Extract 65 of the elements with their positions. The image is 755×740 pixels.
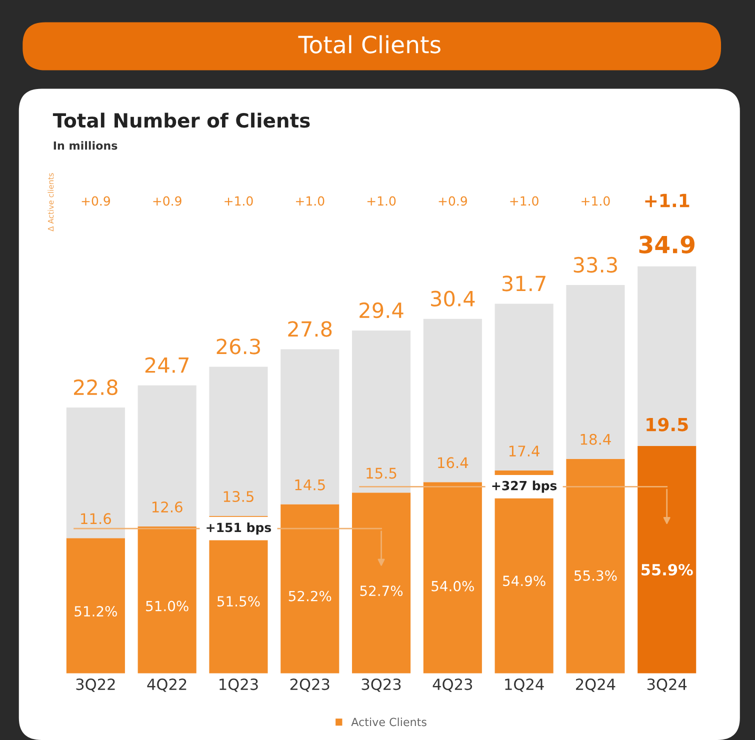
annotation: +151 bps [206, 522, 272, 535]
chart-title: Total Clients [298, 35, 440, 54]
text: +0.9 [82, 196, 110, 206]
data-label: 11.6 [81, 513, 112, 524]
total-label: 31.7 [502, 276, 546, 292]
bar [352, 492, 411, 674]
total-label: 26.3 [216, 338, 260, 354]
annotation: 52.2% [288, 590, 332, 602]
text: +1.1 [645, 194, 690, 208]
x-tick-label: 3Q22 [76, 678, 115, 692]
data-label: 12.6 [152, 501, 182, 513]
x-tick-label: 1Q23 [220, 678, 258, 692]
x-tick-label: 2Q24 [576, 678, 616, 692]
x-tick-label: 2Q23 [290, 678, 330, 692]
total-label: 22.8 [74, 379, 118, 396]
x-tick-label: 4Q23 [432, 678, 472, 692]
total-label: 27.8 [288, 321, 332, 337]
annotation: 55.9% [642, 564, 693, 576]
text: +1.0 [582, 196, 610, 206]
total-label: 24.7 [145, 357, 188, 373]
annotation: +327 bps [492, 480, 557, 493]
annotation: 55.3% [574, 570, 617, 581]
data-label: 19.5 [646, 418, 688, 432]
bar [566, 458, 625, 674]
bar [638, 266, 696, 446]
x-tick-label: 3Q23 [362, 678, 401, 692]
text: +1.0 [296, 196, 324, 206]
bar [423, 482, 482, 674]
data-label: 16.4 [438, 457, 468, 468]
total-label: 34.9 [639, 236, 694, 254]
text: +1.0 [367, 196, 396, 206]
annotation: 52.7% [360, 586, 403, 596]
data-label: 17.4 [509, 446, 540, 456]
text: +0.9 [438, 196, 467, 206]
bar [66, 408, 125, 538]
bar [638, 446, 696, 674]
data-label: 18.4 [580, 434, 611, 445]
bar [280, 349, 340, 504]
bar [566, 285, 625, 459]
total-label: 30.4 [431, 290, 475, 307]
bar [138, 526, 196, 674]
text: +1.0 [510, 196, 538, 206]
bar [352, 330, 411, 493]
annotation: 54.0% [432, 580, 474, 592]
total-label: 33.3 [574, 256, 617, 273]
annotation: 51.5% [217, 596, 260, 607]
annotation: 51.2% [74, 606, 117, 617]
bar [423, 318, 482, 482]
legend-label: Active Clients [351, 718, 426, 726]
bar [66, 538, 125, 674]
bar [138, 385, 196, 526]
annotation: 54.9% [503, 576, 546, 586]
x-tick-label: 3Q24 [647, 678, 687, 692]
bar [280, 504, 340, 674]
data-label: 13.5 [224, 490, 254, 502]
data-label: 14.5 [295, 480, 325, 490]
annotation: 51.0% [146, 600, 188, 612]
total-label: 29.4 [360, 302, 404, 318]
chart-subtitle: Total Number of Clients In millions [52, 112, 310, 150]
text: +1.0 [224, 196, 253, 206]
x-tick-label: 1Q24 [505, 678, 544, 692]
x-tick-label: 4Q22 [147, 678, 186, 692]
text: +0.9 [153, 196, 182, 206]
bar [494, 304, 554, 470]
data-label: 15.5 [366, 468, 396, 479]
